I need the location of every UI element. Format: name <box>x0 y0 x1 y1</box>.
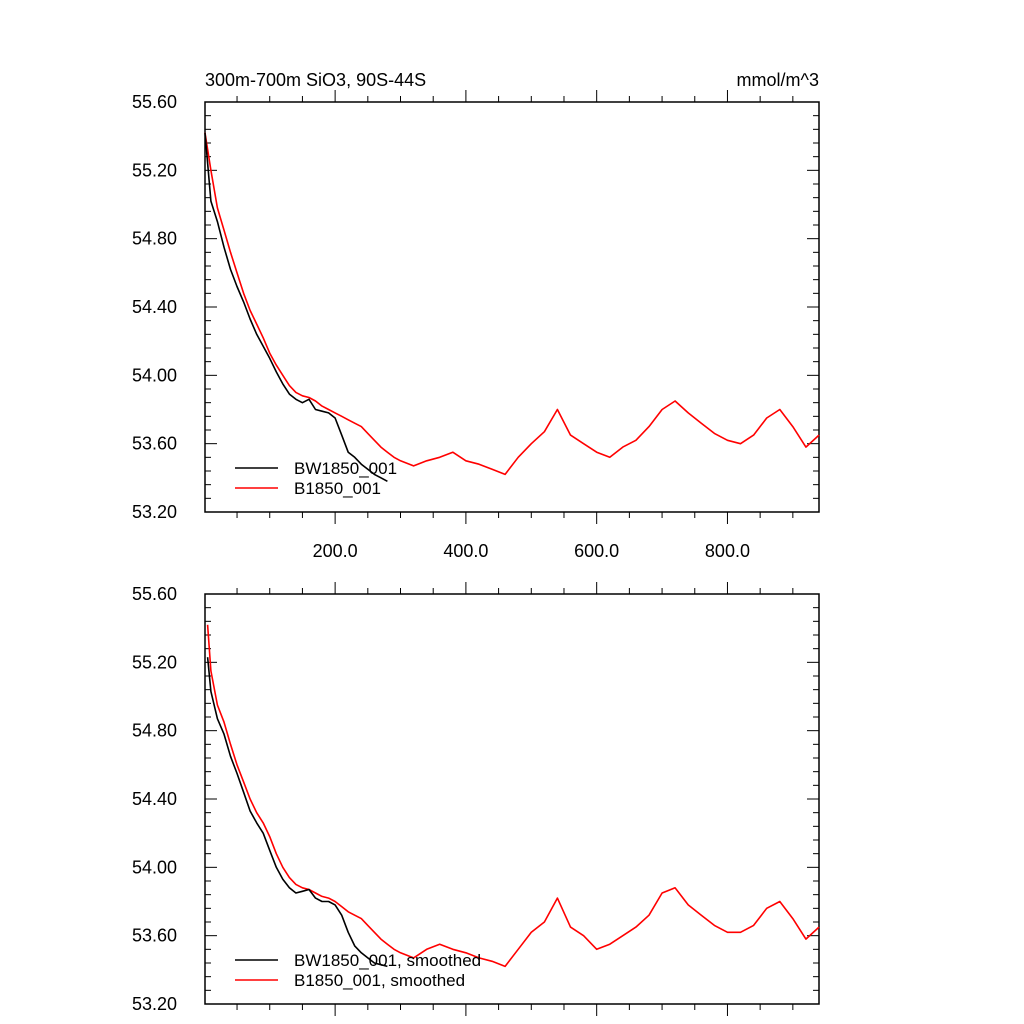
top-y-tick-labels: 55.60 55.20 54.80 54.40 54.00 53.60 53.20 <box>132 92 177 522</box>
y-tick-label: 54.40 <box>132 789 177 809</box>
top-chart-title: 300m-700m SiO3, 90S-44S <box>205 70 426 90</box>
y-tick-label: 53.20 <box>132 502 177 522</box>
series-line <box>206 624 820 968</box>
y-tick-label: 53.20 <box>132 994 177 1014</box>
y-tick-label: 55.60 <box>132 92 177 112</box>
y-tick-label: 54.40 <box>132 297 177 317</box>
top-series-group <box>204 132 820 483</box>
top-chart-units: mmol/m^3 <box>737 70 819 90</box>
legend-label: B1850_001 <box>294 479 381 498</box>
x-tick-label: 800.0 <box>705 541 750 561</box>
bottom-y-tick-labels: 55.60 55.20 54.80 54.40 54.00 53.60 53.20 <box>132 584 177 1014</box>
legend-label: B1850_001, smoothed <box>294 971 465 990</box>
bottom-series-group <box>206 624 820 968</box>
series-line <box>204 132 820 476</box>
y-tick-label: 55.20 <box>132 652 177 672</box>
y-tick-label: 54.80 <box>132 721 177 741</box>
y-tick-label: 54.00 <box>132 365 177 385</box>
y-tick-label: 53.60 <box>132 926 177 946</box>
series-line <box>206 657 388 968</box>
top-plot-frame <box>204 101 820 513</box>
top-x-tick-labels: 200.0 400.0 600.0 800.0 <box>313 541 750 561</box>
series-line <box>204 132 388 483</box>
legend-label: BW1850_001 <box>294 459 397 478</box>
top-panel: 300m-700m SiO3, 90S-44S mmol/m^3 55.6055… <box>132 70 820 561</box>
x-tick-label: 400.0 <box>443 541 488 561</box>
y-tick-label: 55.20 <box>132 160 177 180</box>
y-tick-label: 53.60 <box>132 434 177 454</box>
x-tick-label: 200.0 <box>313 541 358 561</box>
legend-label: BW1850_001, smoothed <box>294 951 481 970</box>
bottom-axis-ticks <box>205 582 819 1016</box>
y-tick-label: 54.80 <box>132 229 177 249</box>
top-axis-ticks <box>205 90 819 524</box>
bottom-panel: 55.60 55.20 54.80 54.40 54.00 53.60 53.20 BW18… <box>132 582 820 1016</box>
y-tick-label: 54.00 <box>132 857 177 877</box>
y-tick-label: 55.60 <box>132 584 177 604</box>
x-tick-label: 600.0 <box>574 541 619 561</box>
bottom-plot-frame <box>204 593 820 1005</box>
